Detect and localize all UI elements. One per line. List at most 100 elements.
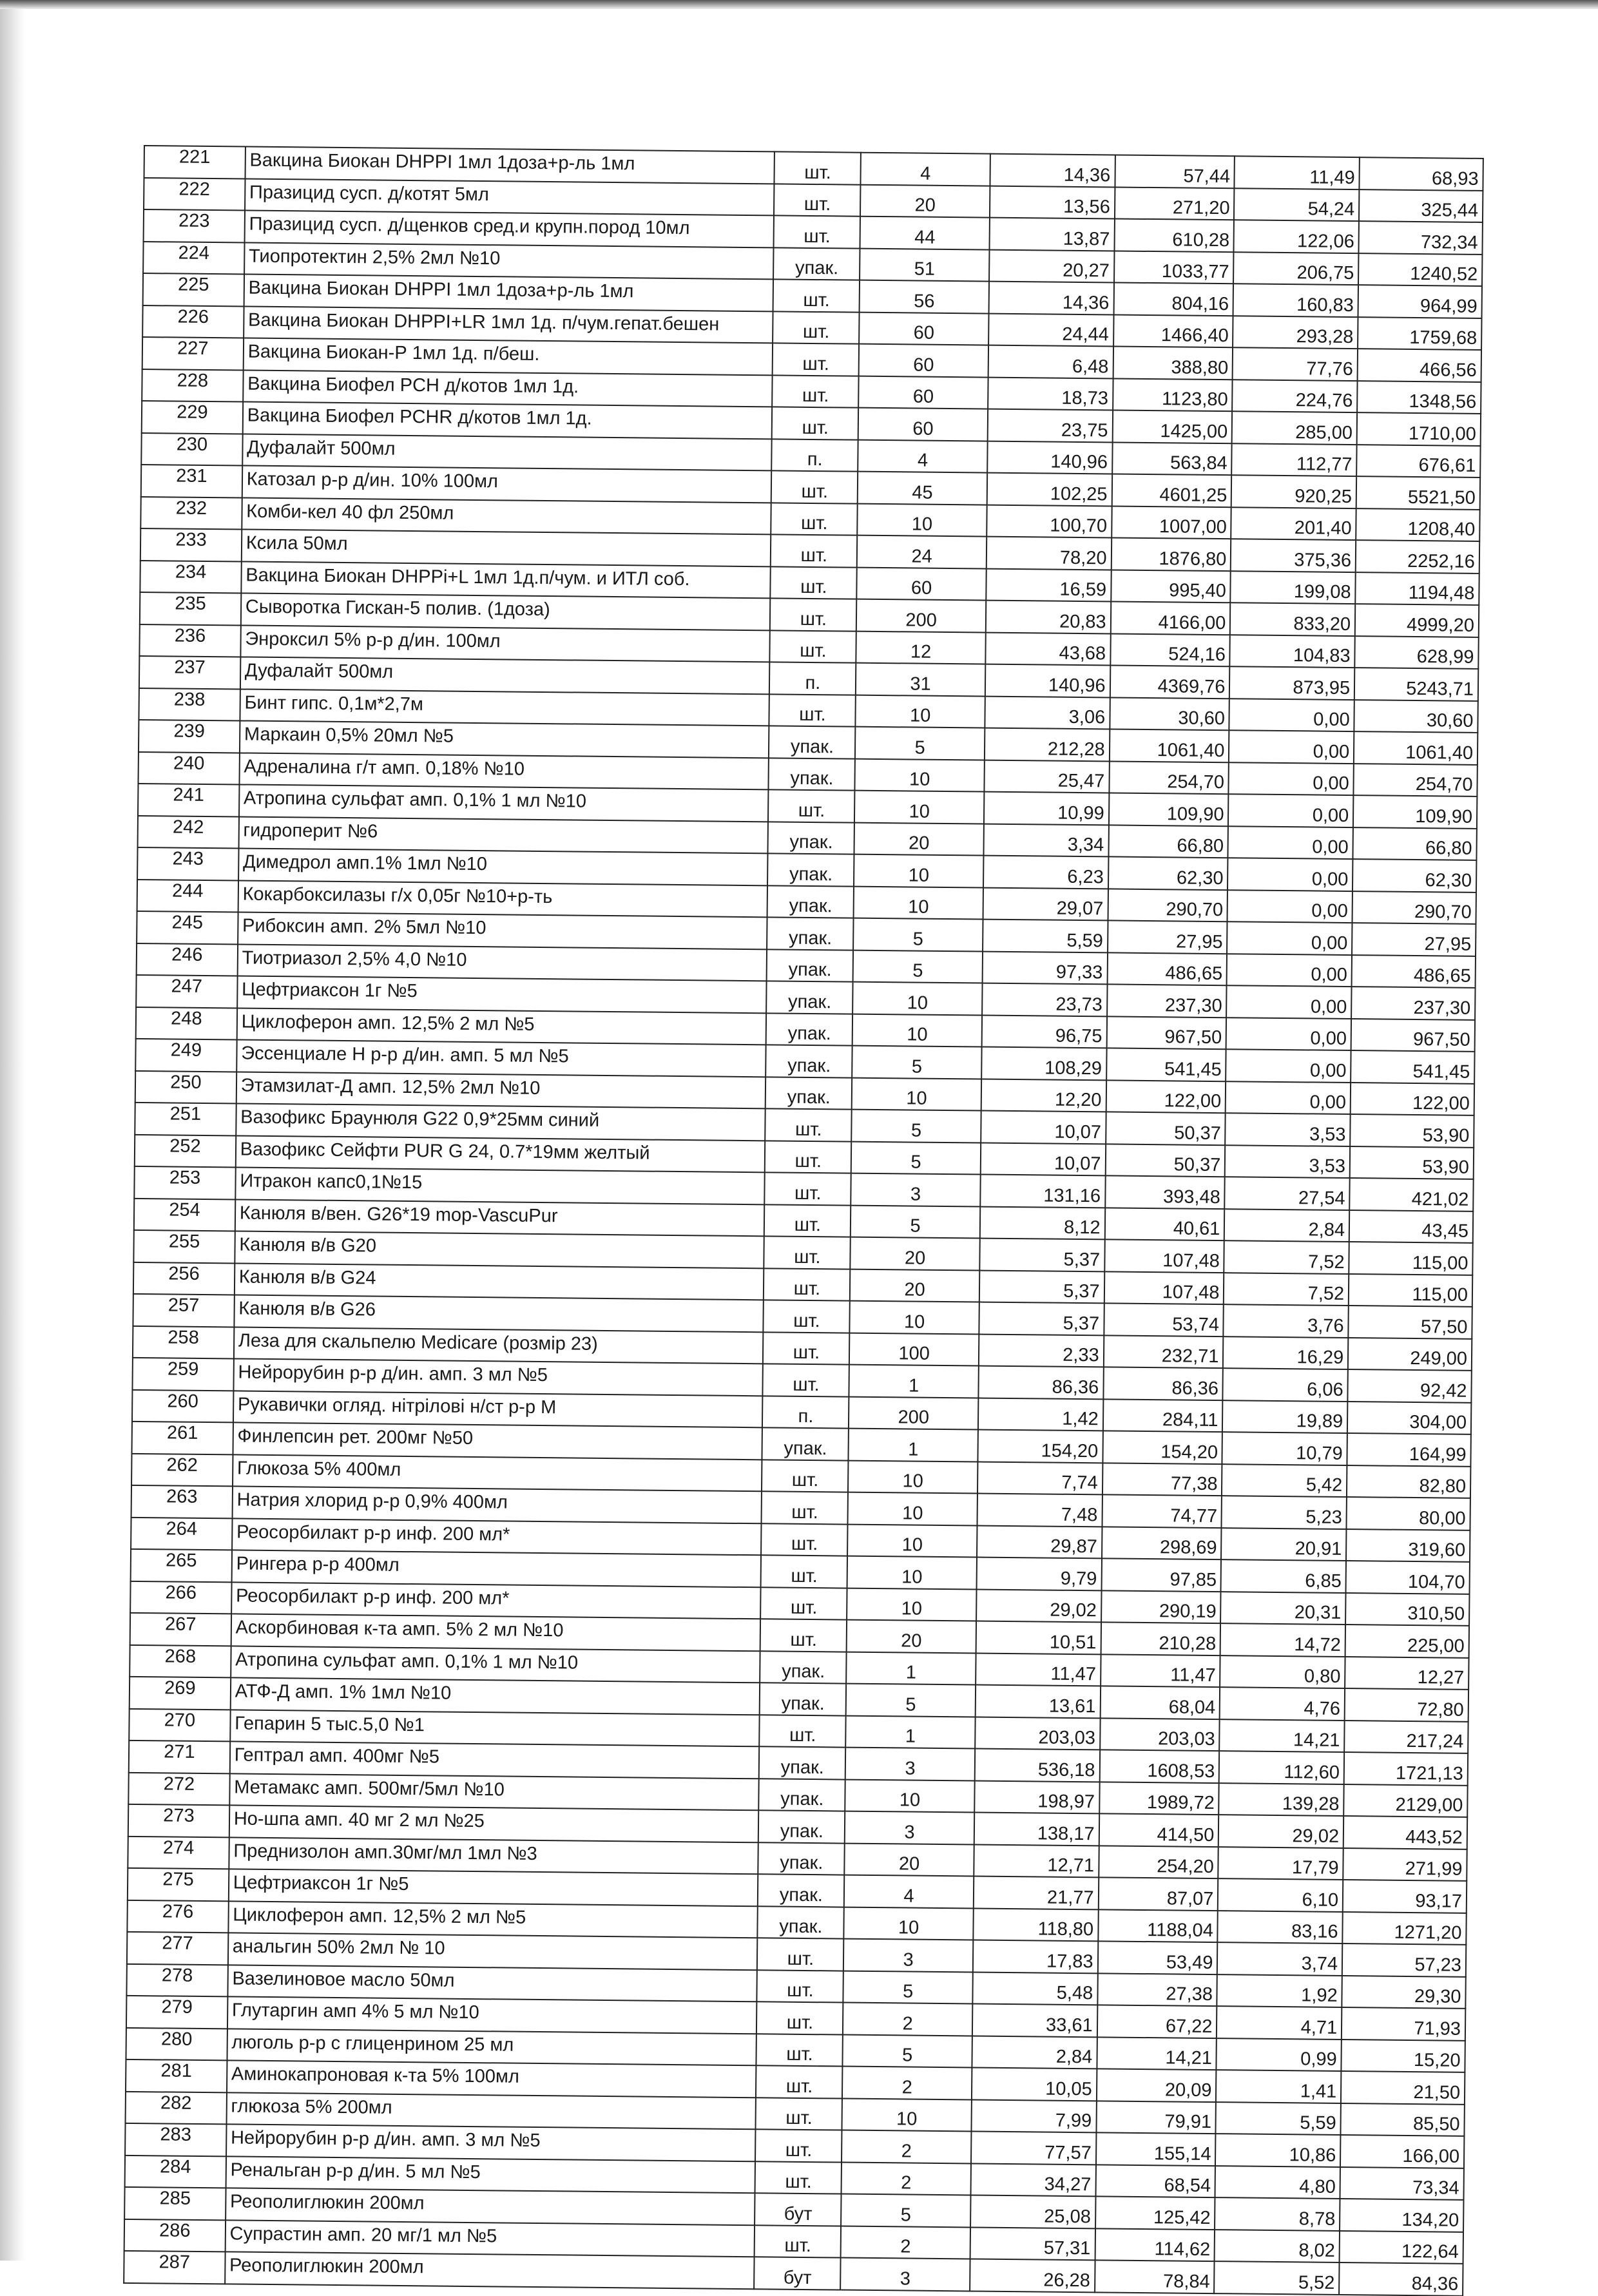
amount-cell: 79,91 <box>1096 2100 1217 2134</box>
amount-cell: 1123,80 <box>1112 378 1233 412</box>
item-name-cell: анальгин 50% 2мл № 10 <box>227 1933 758 1970</box>
total-cell: 5243,71 <box>1354 668 1479 701</box>
item-name-cell: Рингера р-р 400мл <box>231 1550 762 1587</box>
unit-cell: упак. <box>765 1076 852 1110</box>
total-cell: 109,90 <box>1353 795 1478 829</box>
total-cell: 628,99 <box>1354 635 1479 669</box>
quantity-cell: 10 <box>855 695 985 728</box>
item-name-cell: Вакцина Биокан DHPPI 1мл 1доза+р-ль 1мл <box>244 274 774 311</box>
vat-cell: 112,77 <box>1231 443 1357 477</box>
vat-cell: 206,75 <box>1233 251 1359 285</box>
vat-cell: 4,80 <box>1215 2165 1341 2199</box>
row-number-cell: 281 <box>126 2059 227 2092</box>
amount-cell: 14,21 <box>1097 2036 1217 2070</box>
item-name-cell: Реосорбилакт р-р инф. 200 мл* <box>231 1581 762 1619</box>
total-cell: 325,44 <box>1359 189 1483 222</box>
quantity-cell: 5 <box>855 726 985 760</box>
unit-cell: шт. <box>755 2224 842 2258</box>
amount-cell: 11,47 <box>1100 1654 1221 1688</box>
vat-cell: 3,53 <box>1225 1144 1351 1179</box>
item-name-cell: Ксила 50мл <box>241 529 771 566</box>
quantity-cell: 60 <box>858 376 988 409</box>
row-number-cell: 266 <box>130 1581 232 1614</box>
unit-cell: шт. <box>765 1140 852 1173</box>
unit-cell: шт. <box>761 1523 848 1556</box>
total-cell: 225,00 <box>1345 1625 1470 1658</box>
vat-cell: 375,36 <box>1231 539 1356 572</box>
total-cell: 53,90 <box>1350 1114 1474 1148</box>
unit-cell: шт. <box>771 534 858 568</box>
unit-price-cell: 1,42 <box>977 1398 1104 1431</box>
row-number-cell: 270 <box>129 1708 231 1742</box>
quantity-cell: 3 <box>845 1811 975 1844</box>
item-name-cell: Канюля в/в G24 <box>234 1262 764 1300</box>
vat-cell: 0,00 <box>1226 953 1353 987</box>
unit-cell: шт. <box>774 151 862 185</box>
unit-cell: упак. <box>762 1427 849 1461</box>
total-cell: 30,60 <box>1354 699 1478 733</box>
unit-cell: шт. <box>755 2161 842 2194</box>
unit-cell: упак. <box>767 949 854 982</box>
unit-price-cell: 24,44 <box>988 313 1114 347</box>
row-number-cell: 260 <box>131 1389 234 1423</box>
unit-price-cell: 78,20 <box>986 536 1112 570</box>
item-name-cell: Реосорбилакт р-р инф. 200 мл* <box>231 1518 762 1556</box>
row-number-cell: 255 <box>133 1230 235 1263</box>
total-cell: 43,45 <box>1349 1210 1474 1243</box>
unit-price-cell: 11,47 <box>976 1653 1101 1686</box>
item-name-cell: Димедрол амп.1% 1мл №10 <box>238 848 768 885</box>
unit-cell: шт. <box>770 566 858 599</box>
item-name-cell: Циклоферон амп. 12,5% 2 мл №5 <box>228 1900 758 1938</box>
total-cell: 304,00 <box>1347 1401 1472 1434</box>
vat-cell: 17,79 <box>1218 1846 1343 1880</box>
total-cell: 72,80 <box>1344 1688 1469 1722</box>
unit-cell: упак. <box>767 917 854 950</box>
unit-price-cell: 9,79 <box>976 1557 1102 1590</box>
unit-price-cell: 25,47 <box>984 760 1110 793</box>
quantity-cell: 1 <box>848 1428 978 1462</box>
total-cell: 290,70 <box>1352 891 1476 924</box>
amount-cell: 57,44 <box>1115 155 1235 188</box>
item-name-cell: Вакцина Биокан DHPPI+LR 1мл 1д. п/чум.ге… <box>243 306 774 343</box>
unit-cell: шт. <box>761 1555 848 1588</box>
amount-cell: 271,20 <box>1114 186 1235 220</box>
row-number-cell: 247 <box>136 974 238 1008</box>
amount-cell: 284,11 <box>1102 1398 1223 1433</box>
quantity-cell: 20 <box>844 1843 974 1876</box>
quantity-cell: 20 <box>850 1237 980 1271</box>
unit-price-cell: 33,61 <box>972 2003 1098 2037</box>
row-number-cell: 268 <box>130 1645 231 1678</box>
unit-price-cell: 131,16 <box>980 1174 1106 1208</box>
vat-cell: 293,28 <box>1233 315 1358 349</box>
quantity-cell: 5 <box>852 950 983 983</box>
unit-cell: шт. <box>774 183 861 217</box>
quantity-cell: 2 <box>841 2162 971 2195</box>
amount-cell: 30,60 <box>1110 697 1230 731</box>
amount-cell: 66,80 <box>1108 824 1229 858</box>
total-cell: 254,70 <box>1353 763 1478 796</box>
total-cell: 2129,00 <box>1343 1784 1468 1817</box>
quantity-cell: 2 <box>843 2002 973 2036</box>
quantity-cell: 20 <box>860 184 990 218</box>
unit-cell: упак. <box>766 981 853 1014</box>
vat-cell: 16,29 <box>1223 1336 1349 1370</box>
row-number-cell: 226 <box>142 305 244 338</box>
item-name-cell: люголь р-р с глиценрином 25 мл <box>227 2028 757 2066</box>
quantity-cell: 10 <box>849 1300 979 1335</box>
amount-cell: 804,16 <box>1113 282 1234 316</box>
row-number-cell: 231 <box>140 464 242 497</box>
vat-cell: 83,16 <box>1217 1910 1343 1944</box>
vat-cell: 10,86 <box>1215 2134 1341 2167</box>
row-number-cell: 259 <box>132 1357 234 1391</box>
unit-cell: шт. <box>755 2129 842 2163</box>
amount-cell: 995,40 <box>1110 569 1231 603</box>
unit-cell: упак. <box>758 1874 845 1907</box>
quantity-cell: 60 <box>858 343 989 378</box>
amount-cell: 107,48 <box>1104 1271 1224 1305</box>
unit-cell: шт. <box>769 693 856 727</box>
unit-price-cell: 5,48 <box>972 1971 1098 2005</box>
total-cell: 164,99 <box>1347 1433 1471 1467</box>
total-cell: 1710,00 <box>1356 412 1481 446</box>
row-number-cell: 228 <box>142 369 244 402</box>
quantity-cell: 5 <box>845 1683 976 1717</box>
